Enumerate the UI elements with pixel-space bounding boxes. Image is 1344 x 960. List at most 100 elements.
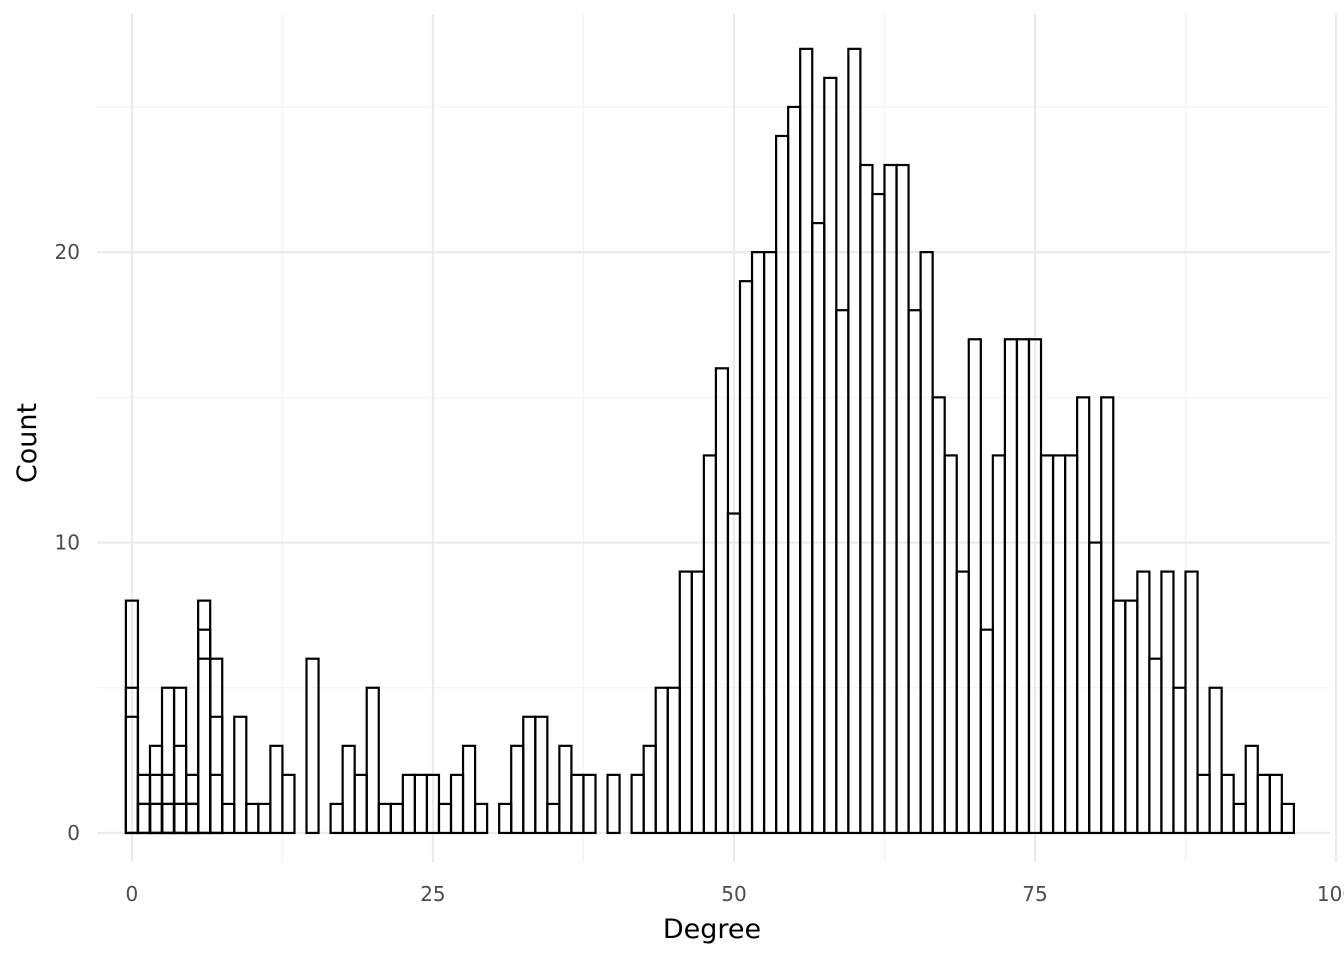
x-tick-label-3: 75: [1022, 882, 1047, 906]
bar-series-3-bin-4: [172, 802, 188, 835]
bar-series-0-bin-32: [510, 744, 525, 835]
bar-series-0-bin-26: [437, 802, 453, 835]
bar-series-0-bin-64: [895, 163, 910, 835]
bar-series-0-bin-27: [449, 773, 465, 835]
bar-series-0-bin-42: [630, 773, 645, 835]
bar-series-0-bin-10: [245, 802, 260, 835]
bar-series-0-bin-81: [1100, 396, 1115, 835]
x-tick-label-0: 0: [126, 882, 139, 906]
bar-series-0-bin-63: [883, 163, 898, 835]
bar-series-3-bin-3: [160, 802, 176, 835]
bar-series-0-bin-18: [341, 744, 356, 835]
bar-series-0-bin-38: [582, 773, 597, 835]
bar-series-0-bin-77: [1051, 454, 1067, 835]
y-tick-label-1: 10: [55, 531, 80, 555]
x-tick-label-4: 100: [1317, 882, 1344, 906]
y-axis-title: Count: [12, 403, 43, 483]
bar-series-0-bin-3: [160, 686, 176, 835]
bar-series-0-bin-74: [1015, 338, 1031, 835]
bar-series-0-bin-58: [823, 76, 838, 835]
bar-series-0-bin-21: [377, 802, 392, 835]
bar-series-0-bin-79: [1076, 396, 1091, 835]
bar-series-0-bin-67: [931, 396, 946, 835]
bar-series-0-bin-83: [1124, 599, 1139, 835]
bar-series-0-bin-51: [738, 280, 754, 835]
y-tick-label-0: 0: [67, 821, 80, 845]
y-tick-label-2: 20: [55, 240, 80, 264]
bar-series-0-bin-87: [1172, 686, 1187, 835]
bar-series-0-bin-59: [835, 309, 850, 835]
bar-series-2-bin-5: [185, 802, 200, 835]
bar-series-0-bin-37: [570, 773, 585, 835]
bar-series-0-bin-71: [979, 628, 994, 835]
bar-series-1-bin-6: [197, 628, 212, 835]
bar-series-0-bin-17: [329, 802, 344, 835]
bar-series-2-bin-1: [136, 802, 152, 835]
bar-series-0-bin-11: [257, 802, 272, 835]
bar-series-2-bin-6: [197, 657, 212, 835]
bar-series-0-bin-65: [907, 309, 922, 835]
bar-series-0-bin-92: [1232, 802, 1247, 835]
bar-series-0-bin-88: [1184, 570, 1199, 835]
bar-series-0-bin-23: [401, 773, 416, 835]
bar-series-0-bin-8: [221, 802, 236, 835]
bar-series-0-bin-85: [1148, 657, 1163, 835]
bar-series-0-bin-69: [955, 570, 970, 835]
bar-series-0-bin-31: [498, 802, 513, 835]
bar-series-1-bin-4: [172, 744, 188, 835]
bar-series-0-bin-29: [473, 802, 489, 835]
bar-series-0-bin-45: [666, 686, 681, 835]
bar-series-0-bin-84: [1136, 570, 1151, 835]
bar-series-2-bin-3: [160, 802, 176, 835]
bar-series-0-bin-76: [1039, 454, 1055, 835]
bar-series-0-bin-78: [1063, 454, 1079, 835]
bar-series-0-bin-72: [991, 454, 1006, 835]
bar-series-2-bin-0: [124, 715, 140, 835]
bar-series-0-bin-28: [461, 744, 477, 835]
bar-series-0-bin-12: [269, 744, 284, 835]
bar-series-0-bin-62: [871, 192, 886, 835]
bar-series-0-bin-89: [1196, 773, 1211, 835]
bar-series-0-bin-91: [1220, 773, 1235, 835]
bar-series-0-bin-82: [1112, 599, 1127, 835]
bar-series-0-bin-20: [365, 686, 380, 835]
bar-series-3-bin-5: [185, 802, 200, 835]
bar-series-2-bin-4: [172, 802, 188, 835]
x-tick-label-2: 50: [721, 882, 746, 906]
x-axis-title: Degree: [663, 914, 761, 945]
bar-series-0-bin-90: [1208, 686, 1223, 835]
bar-series-0-bin-93: [1244, 744, 1259, 835]
histogram-bars: [124, 47, 1295, 835]
bar-series-0-bin-61: [859, 163, 874, 835]
bar-series-0-bin-36: [558, 744, 573, 835]
bar-series-0-bin-55: [787, 105, 802, 835]
bar-series-0-bin-13: [281, 773, 296, 835]
bar-series-0-bin-95: [1268, 773, 1283, 835]
bar-series-0-bin-96: [1280, 802, 1295, 835]
bar-series-0-bin-2: [148, 744, 164, 835]
bar-series-3-bin-2: [148, 802, 164, 835]
bar-series-0-bin-48: [702, 454, 718, 835]
bar-series-0-bin-24: [413, 773, 429, 835]
bar-series-0-bin-46: [678, 570, 693, 835]
bar-series-0-bin-49: [714, 367, 730, 835]
bar-series-2-bin-7: [209, 773, 224, 835]
bar-series-0-bin-44: [654, 686, 669, 835]
bar-series-0-bin-19: [353, 773, 368, 835]
bar-series-0-bin-86: [1160, 570, 1175, 835]
bar-series-0-bin-54: [775, 134, 790, 835]
x-tick-label-1: 25: [420, 882, 445, 906]
bar-series-0-bin-6: [197, 599, 212, 835]
bar-series-0-bin-4: [172, 686, 188, 835]
bar-series-0-bin-94: [1256, 773, 1271, 835]
bar-series-0-bin-35: [546, 802, 561, 835]
bar-series-0-bin-40: [606, 773, 621, 835]
bar-series-2-bin-2: [148, 802, 164, 835]
bar-series-0-bin-43: [642, 744, 657, 835]
bar-series-0-bin-33: [522, 715, 537, 835]
bar-series-1-bin-1: [136, 802, 152, 835]
bar-series-0-bin-57: [811, 221, 826, 835]
bar-series-0-bin-60: [847, 47, 862, 835]
y-axis-tick-labels: 0 10 20: [55, 240, 80, 845]
